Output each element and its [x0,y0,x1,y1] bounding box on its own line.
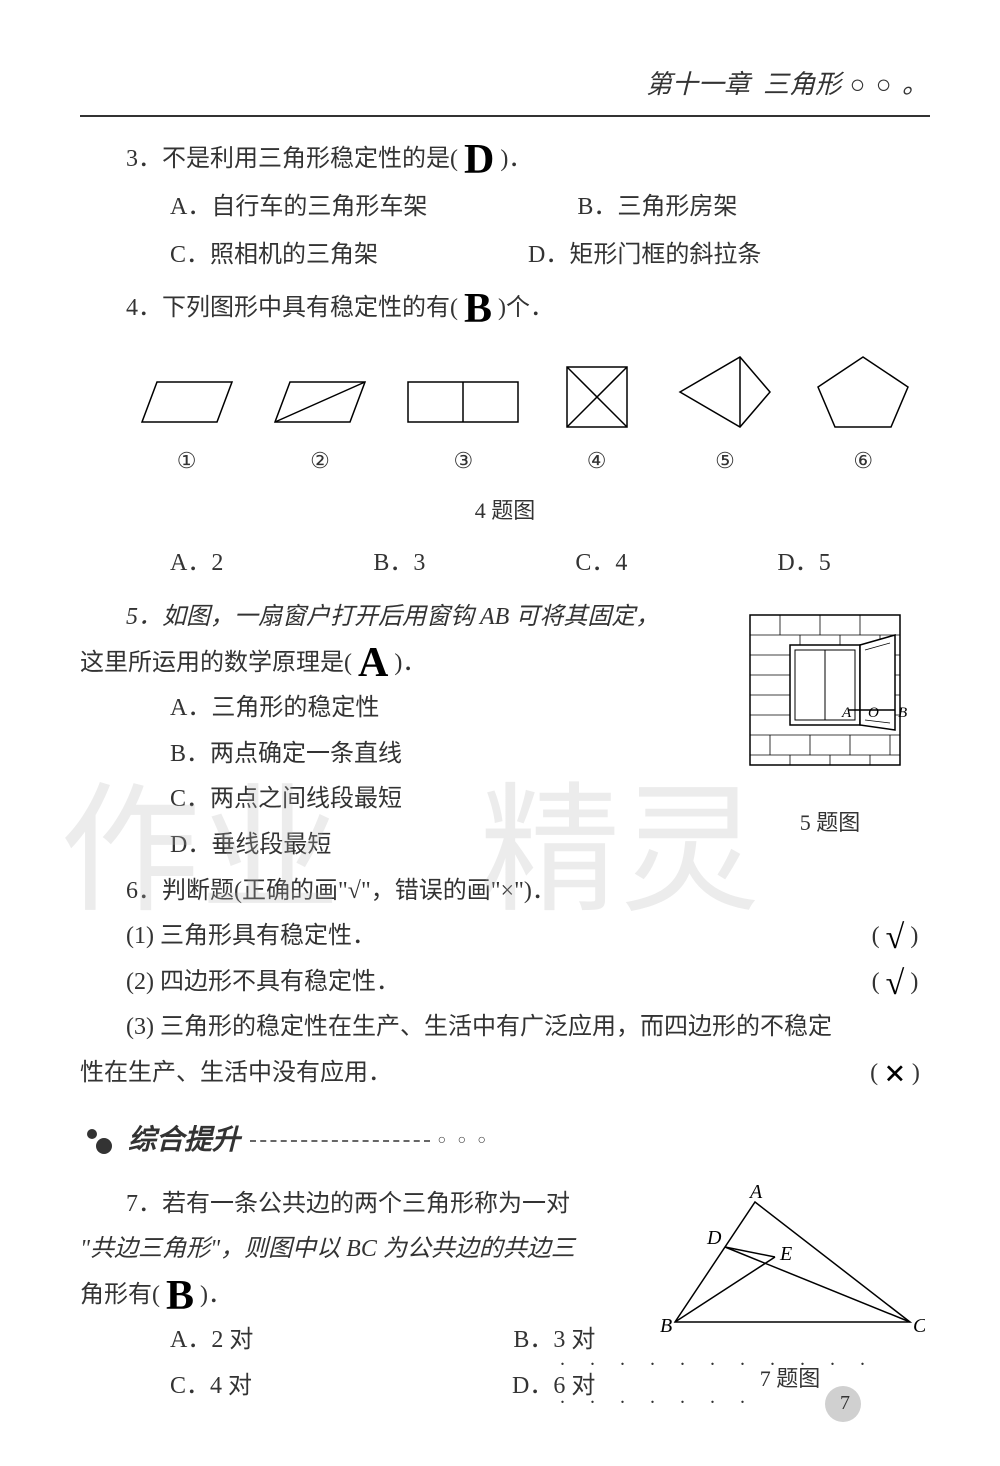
shape-6-pentagon-icon [813,352,913,432]
q7-line2: "共边三角形"，则图中以 BC 为公共边的共边三 [80,1227,650,1273]
svg-text:E: E [779,1243,792,1265]
q7-opt-a: A．2 对 [170,1318,253,1364]
shape-4-square-x-icon [557,362,637,432]
svg-text:B: B [898,705,907,721]
svg-text:A: A [748,1182,763,1203]
q6-3-ans: × [884,1059,906,1089]
q4-tail: )个． [498,295,554,321]
svg-text:O: O [868,705,879,721]
q3-opt-d: D．矩形门框的斜拉条 [528,233,761,279]
section-header: 综合提升 [80,1114,930,1167]
shape-5-quad-diag-icon [670,352,780,432]
q3-opt-b: B．三角形房架 [577,185,737,231]
shape-2-parallelogram-diag-icon [270,372,370,432]
q3-stem: 3．不是利用三角形稳定性的是( [126,146,458,172]
q5-answer: A [358,647,388,681]
q3-opt-c: C．照相机的三角架 [170,233,378,279]
section-bullet-icon [80,1126,120,1156]
q7-line3a: 角形有( [80,1282,160,1308]
q4-answer: B [464,293,492,327]
q5-opt-a: A．三角形的稳定性 [80,686,730,732]
page-number: 7 [821,1382,880,1426]
q5-opt-b: B．两点确定一条直线 [80,732,730,778]
q5-line1: 5．如图，一扇窗户打开后用窗钩 AB 可将其固定， [126,604,659,630]
q7-answer: B [166,1280,194,1314]
q4-opt-a: A．2 [170,541,223,587]
q6-2-ans: √ [886,970,905,997]
svg-text:B: B [660,1315,672,1337]
section-dots-icon [250,1140,430,1142]
q6-stem: 6．判断题(正确的画"√"，错误的画"×")． [80,869,930,915]
q5-line2a: 这里所运用的数学原理是( [80,650,352,676]
q6-3-text2: 性在生产、生活中没有应用． [80,1051,860,1097]
q4-opt-d: D．5 [777,541,830,587]
q4-shapes: ① ② ③ ④ [120,352,930,482]
question-6: 6．判断题(正确的画"√"，错误的画"×")． (1) 三角形具有稳定性． ( … [80,869,930,1097]
shape-1-parallelogram-icon [137,372,237,432]
q5-opt-d: D．垂线段最短 [80,823,730,869]
question-4: 4．下列图形中具有稳定性的有( B )个． ① ② ③ [80,286,930,587]
q4-opt-c: C．4 [575,541,627,587]
q4-caption: 4 题图 [80,490,930,532]
chapter-number: 第十一章 [646,70,750,99]
q7-line1: 7．若有一条公共边的两个三角形称为一对 [80,1182,650,1228]
q7-triangle-figure-icon: A B C D E [655,1182,925,1342]
q7-line3b: )． [200,1282,232,1308]
q3-opt-a: A．自行车的三角形车架 [170,185,427,231]
q5-line2b: )． [394,650,426,676]
svg-text:A: A [841,705,852,721]
section-title: 综合提升 [128,1114,240,1167]
q5-window-figure-icon: A O B [740,595,920,785]
q6-2-text: (2) 四边形不具有稳定性． [126,960,860,1006]
footer-dots-icon: . . . . . . . . . . . . . . . . . . [560,1340,1000,1416]
q5-opt-c: C．两点之间线段最短 [80,777,730,823]
question-5: 5．如图，一扇窗户打开后用窗钩 AB 可将其固定， 这里所运用的数学原理是( A… [80,595,930,869]
svg-text:D: D [706,1227,722,1249]
q5-caption: 5 题图 [730,802,930,844]
q6-1-ans: √ [886,924,905,951]
chapter-header: 第十一章 三角形 [80,60,930,117]
q6-1-text: (1) 三角形具有稳定性． [126,914,860,960]
q3-answer: D [464,144,494,178]
q7-opt-c: C．4 对 [170,1364,252,1410]
chapter-title: 三角形 [763,70,841,99]
svg-text:C: C [913,1315,925,1337]
q6-3-text: (3) 三角形的稳定性在生产、生活中有广泛应用，而四边形的不稳定 [80,1005,930,1051]
q3-tail: )． [500,146,532,172]
q4-opt-b: B．3 [373,541,425,587]
shape-3-rectangle-split-icon [403,372,523,432]
q4-stem: 4．下列图形中具有稳定性的有( [126,295,458,321]
question-3: 3．不是利用三角形稳定性的是( D )． A．自行车的三角形车架 B．三角形房架… [80,137,930,278]
